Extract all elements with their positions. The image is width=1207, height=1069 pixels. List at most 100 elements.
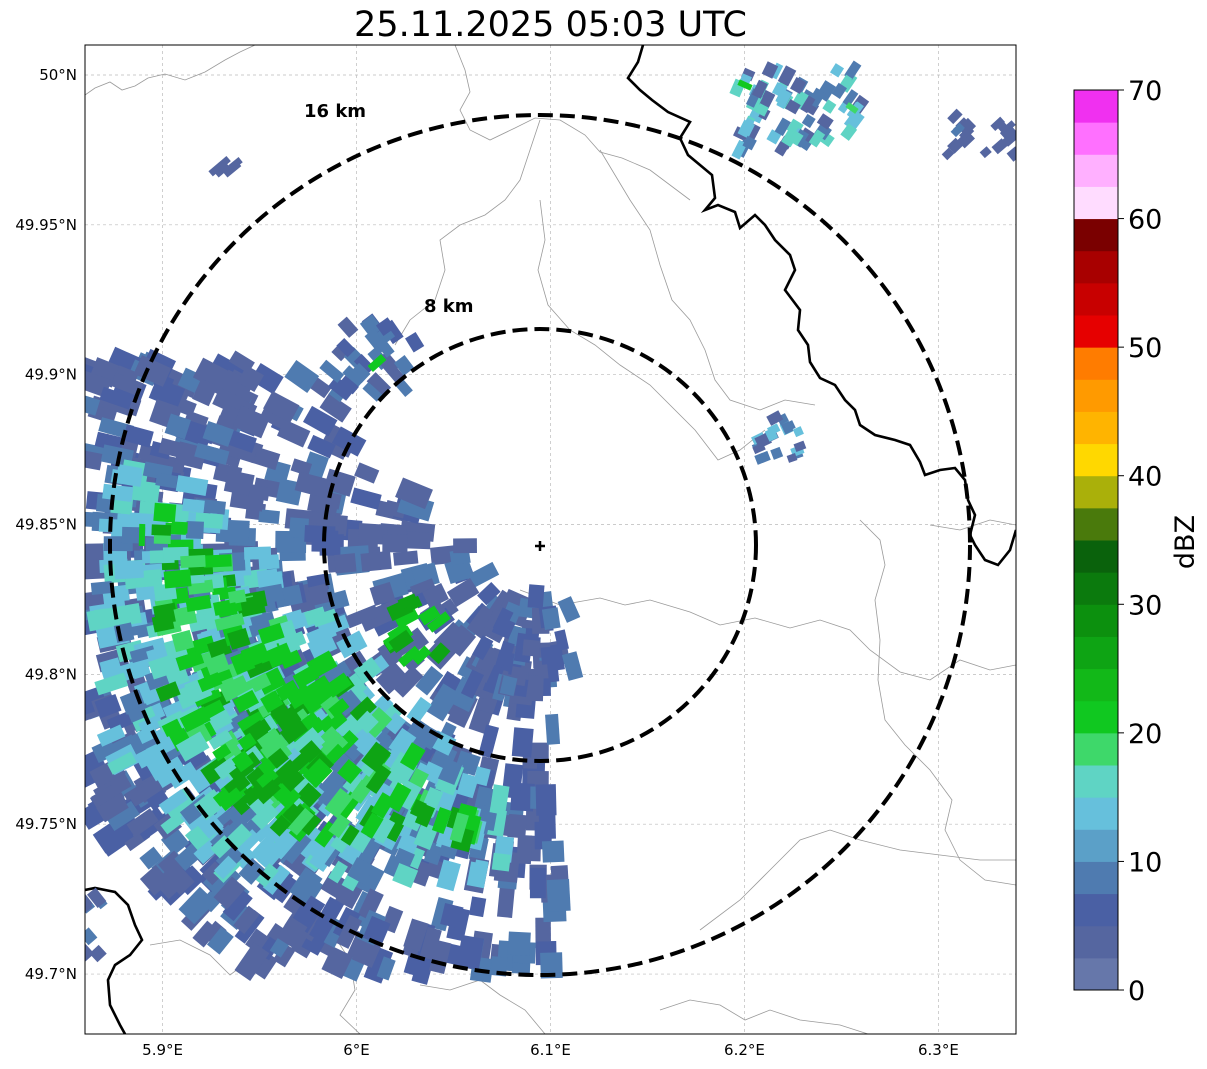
colorbar-segment	[1074, 250, 1118, 284]
echo-cell	[284, 359, 320, 393]
echo-cell	[85, 369, 112, 398]
echo-cell	[490, 956, 508, 977]
echo-cell	[770, 446, 784, 460]
echo-cell	[86, 887, 107, 909]
echo-cell	[319, 769, 347, 798]
echo-cell	[413, 821, 439, 850]
echo-cell	[466, 604, 500, 641]
echo-cell	[317, 614, 350, 638]
colorbar-segment	[1074, 765, 1118, 798]
echo-cell	[314, 896, 345, 933]
echo-cell	[319, 359, 345, 383]
echo-cell	[953, 134, 969, 149]
admin-boundary	[537, 199, 766, 461]
echo-cell	[489, 784, 510, 815]
echo-cell	[276, 916, 308, 949]
map-title: 25.11.2025 05:03 UTC	[354, 5, 747, 45]
echo-cell	[296, 782, 322, 808]
colorbar-segment	[1074, 154, 1118, 187]
echo-cell	[212, 788, 232, 807]
echo-cell	[414, 803, 436, 828]
echo-cell	[426, 611, 451, 633]
lon-tick-label: 6.2°E	[724, 1041, 765, 1059]
echo-cell	[456, 935, 485, 970]
echo-cell	[257, 622, 285, 645]
echo-cell	[384, 712, 407, 735]
echo-cell	[167, 761, 199, 789]
echo-cell	[155, 681, 181, 703]
colorbar-segment	[1074, 90, 1118, 123]
colorbar-segment	[1074, 347, 1118, 380]
echo-cell	[337, 316, 359, 338]
radar-reflectivity-echoes	[85, 60, 1016, 985]
echo-cell	[359, 314, 383, 338]
echo-cell	[331, 426, 367, 457]
echo-cell	[158, 789, 189, 815]
echo-cell	[193, 841, 217, 865]
admin-boundary	[85, 45, 256, 96]
echo-cell	[311, 608, 339, 628]
admin-boundary	[419, 979, 546, 1034]
echo-cell	[527, 584, 545, 609]
admin-boundary	[394, 119, 541, 346]
echo-cell	[86, 607, 118, 632]
colorbar-tick-label: 40	[1128, 462, 1162, 493]
echo-cell	[232, 405, 270, 439]
colorbar-segment	[1074, 411, 1118, 445]
echo-cell	[393, 550, 419, 566]
echo-cell	[294, 471, 332, 499]
echo-cell	[397, 645, 421, 668]
echo-cell	[129, 512, 159, 531]
echo-cell	[218, 787, 244, 812]
echo-cell	[134, 743, 165, 769]
echo-cell	[350, 362, 371, 384]
echo-cell	[449, 812, 469, 843]
echo-cell	[350, 487, 382, 510]
echo-cell	[320, 732, 349, 760]
echo-cell	[782, 420, 796, 433]
colorbar-segment	[1074, 475, 1118, 509]
echo-cell	[138, 523, 146, 547]
echo-cell	[388, 629, 414, 654]
echo-cell	[223, 772, 251, 798]
echo-cell	[362, 382, 383, 402]
echo-cell	[358, 603, 394, 632]
national-border-southwest	[85, 886, 144, 1034]
echo-cell	[952, 122, 965, 135]
echo-cell	[561, 651, 584, 681]
echo-cell	[219, 369, 255, 401]
echo-cell	[309, 831, 341, 865]
echo-cell	[256, 768, 277, 788]
echo-cell	[786, 453, 798, 463]
echo-cell	[800, 95, 816, 114]
echo-cell	[251, 802, 279, 830]
echo-cell	[361, 741, 392, 773]
echo-cell	[110, 468, 143, 487]
admin-boundary	[929, 519, 1016, 531]
echo-cell	[793, 440, 807, 453]
echo-cell	[175, 650, 205, 671]
echo-cell	[94, 693, 122, 719]
echo-cell	[232, 689, 260, 713]
echo-cell	[328, 814, 351, 839]
echo-cell	[507, 931, 531, 956]
echo-cell	[375, 662, 409, 695]
echo-cell	[171, 629, 195, 653]
echo-cell	[336, 630, 368, 659]
echo-cell	[761, 61, 779, 79]
colorbar-segment	[1074, 957, 1118, 991]
echo-cell	[279, 767, 305, 792]
echo-cell	[340, 824, 360, 846]
echo-cell	[411, 645, 432, 665]
echo-cell	[428, 642, 451, 665]
echo-cell	[202, 420, 234, 447]
echo-cell	[278, 828, 312, 865]
echo-cell	[175, 475, 209, 496]
echo-cell	[385, 782, 412, 813]
echo-cell	[751, 79, 768, 99]
echo-cell	[546, 657, 560, 683]
echo-cell	[214, 855, 238, 880]
echo-cell	[175, 731, 210, 762]
echo-cell	[272, 942, 296, 968]
lon-tick-label: 6.1°E	[530, 1041, 571, 1059]
